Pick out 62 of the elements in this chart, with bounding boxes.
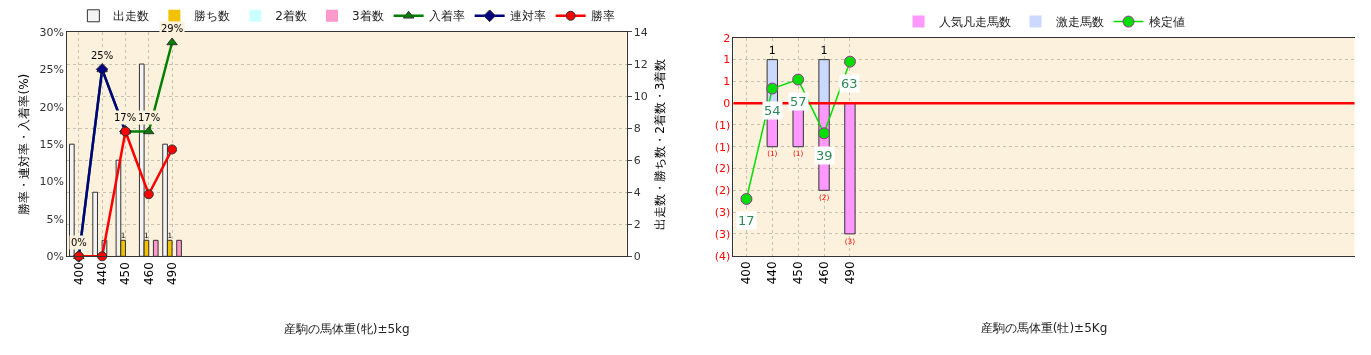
data-label: 57 [790, 94, 807, 109]
x-tick-label: 400 [739, 261, 754, 285]
y-tick-label: (1) [714, 140, 731, 154]
data-label: 39 [816, 148, 833, 163]
y-tick-label: 15% [39, 138, 64, 152]
x-tick-label: 460 [816, 261, 831, 285]
legend-label: 3着数 [352, 9, 384, 24]
data-label: 54 [764, 103, 781, 118]
y2-tick-label: 6 [633, 154, 641, 168]
x-tick-label: 440 [95, 262, 110, 286]
legend-label: 入着率 [428, 9, 465, 24]
y2-tick-label: 8 [633, 121, 641, 135]
x-axis-title: 産駒の馬体重(牝)±5kg [284, 321, 410, 336]
data-label: 0% [71, 237, 87, 248]
y-tick-label: 30% [39, 25, 64, 39]
y-tick-label: 2 [723, 31, 731, 45]
legend-label: 激走馬数 [1055, 15, 1104, 30]
x-tick-label: 460 [141, 262, 156, 286]
data-label: 17 [738, 213, 755, 228]
x-tick-label: 450 [118, 262, 133, 286]
y-tick-label: (4) [714, 249, 731, 263]
y-tick-label: 0% [46, 250, 64, 264]
y-tick-label: 1 [723, 53, 731, 67]
y2-tick-label: 12 [633, 57, 648, 71]
x-tick-label: 440 [765, 261, 780, 285]
legend-label: 出走数 [113, 9, 150, 24]
legend-label: 勝率 [590, 9, 615, 24]
x-tick-label: 490 [164, 262, 179, 286]
y2-tick-label: 2 [633, 218, 641, 232]
y-tick-label: (1) [714, 118, 731, 132]
y-tick-label: 10% [39, 175, 64, 189]
legend-label: 2着数 [275, 9, 307, 24]
x-tick-label: 450 [791, 261, 806, 285]
y-tick-label: (2) [714, 184, 731, 198]
y2-tick-label: 14 [633, 25, 648, 39]
y-tick-label: (2) [714, 162, 731, 176]
y-tick-label: 5% [46, 212, 64, 226]
y2-tick-label: 4 [633, 186, 641, 200]
legend-label: 連対率 [509, 9, 546, 24]
y2-tick-label: 10 [633, 89, 648, 103]
y-tick-label: 20% [39, 100, 64, 114]
data-label: 17% [114, 112, 137, 123]
y-tick-label: 0 [723, 97, 731, 111]
data-label: 17% [138, 112, 161, 123]
y-tick-label: 1 [723, 75, 731, 89]
data-label: 29% [161, 23, 184, 34]
data-label: 25% [91, 50, 114, 61]
legend-label: 人気凡走馬数 [938, 15, 1011, 30]
y-tick-label: (3) [714, 227, 731, 241]
y-tick-label: (3) [714, 205, 731, 219]
legend-label: 検定値 [1148, 15, 1185, 30]
legend-label: 勝ち数 [194, 9, 231, 24]
data-label: 1 [768, 43, 776, 57]
y2-axis-title: 出走数・勝ち数・2着数・3着数 [652, 58, 667, 230]
x-axis-title: 産駒の馬体重(牡)±5Kg [980, 321, 1108, 336]
data-label: 63 [841, 76, 858, 91]
y-tick-label: 25% [39, 63, 64, 77]
x-tick-label: 400 [71, 262, 86, 286]
y-axis-title: 勝率・連対率・入着率(%) [16, 73, 31, 215]
x-tick-label: 490 [842, 261, 857, 285]
data-label: 1 [820, 43, 828, 57]
y2-tick-label: 0 [633, 250, 641, 264]
